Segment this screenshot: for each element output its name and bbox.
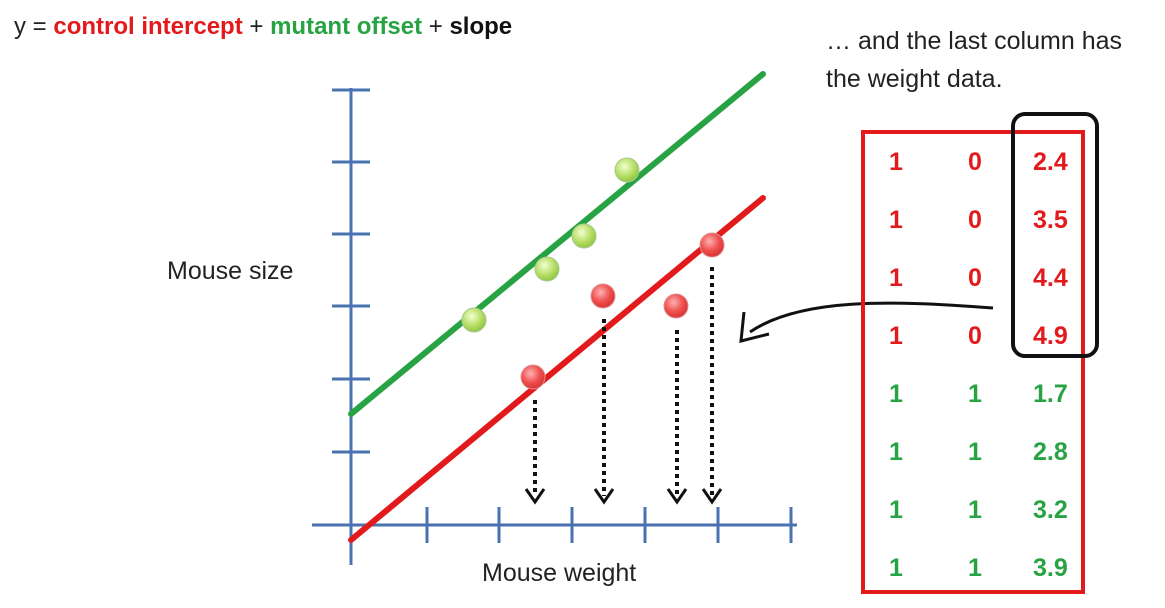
equation-mutant-offset: mutant offset	[270, 13, 423, 40]
projection-arrow	[701, 267, 723, 505]
mutant-point	[571, 223, 597, 249]
control-point	[699, 232, 725, 258]
matrix-row: 1 0 3.5	[865, 192, 1081, 250]
mutant-column-cell: 1	[968, 438, 982, 466]
control-point	[520, 364, 546, 390]
equation-prefix: y =	[14, 13, 54, 40]
matrix-row: 1 1 2.8	[865, 424, 1081, 482]
mutant-column-cell: 1	[968, 380, 982, 408]
weight-column-cell: 3.2	[1033, 496, 1068, 524]
mutant-column-cell: 0	[968, 264, 982, 292]
mutant-point	[614, 157, 640, 183]
note-line-1: … and the last column has	[826, 27, 1122, 55]
mutant-column-cell: 0	[968, 322, 982, 350]
equation-plus-1: +	[242, 13, 271, 40]
mutant-point	[461, 307, 487, 333]
weight-column-highlight	[1011, 112, 1099, 358]
intercept-column-cell: 1	[889, 148, 903, 176]
control-point	[590, 283, 616, 309]
curved-arrow	[739, 301, 994, 343]
projection-arrow	[524, 400, 546, 505]
matrix-row: 1 1 1.7	[865, 366, 1081, 424]
x-axis-label: Mouse weight	[482, 559, 637, 587]
intercept-column-cell: 1	[889, 438, 903, 466]
control-fit-line	[348, 195, 766, 543]
mutant-column-cell: 1	[968, 554, 982, 582]
mutant-point	[534, 256, 560, 282]
intercept-column-cell: 1	[889, 380, 903, 408]
equation-control-intercept: control intercept	[53, 13, 243, 40]
axes	[312, 88, 797, 565]
weight-column-cell: 1.7	[1033, 380, 1068, 408]
intercept-column-cell: 1	[889, 496, 903, 524]
weight-column-cell: 3.5	[1033, 206, 1068, 234]
mutant-fit-line	[348, 71, 766, 417]
control-points	[520, 232, 725, 390]
matrix-row: 1 1 3.9	[865, 540, 1081, 598]
projection-arrow	[593, 319, 615, 505]
projection-arrow	[666, 330, 688, 505]
weight-column-cell: 4.4	[1033, 264, 1068, 292]
weight-column-cell: 4.9	[1033, 322, 1068, 350]
mutant-points	[461, 157, 640, 333]
intercept-column-cell: 1	[889, 554, 903, 582]
equation: y = control intercept + mutant offset + …	[14, 13, 512, 41]
intercept-column-cell: 1	[889, 206, 903, 234]
equation-plus-2: +	[422, 13, 450, 40]
weight-column-cell: 2.8	[1033, 438, 1068, 466]
intercept-column-cell: 1	[889, 322, 903, 350]
weight-column-cell: 3.9	[1033, 554, 1068, 582]
matrix-row: 1 0 4.9	[865, 308, 1081, 366]
weight-column-cell: 2.4	[1033, 148, 1068, 176]
mutant-column-cell: 0	[968, 148, 982, 176]
equation-slope: slope	[449, 13, 513, 40]
weight-projection-arrows	[524, 267, 723, 505]
x-ticks	[425, 507, 793, 543]
matrix-row: 1 0 4.4	[865, 250, 1081, 308]
weight-column-note: … and the last column has the weight dat…	[826, 22, 1122, 98]
y-axis-label: Mouse size	[167, 257, 294, 285]
intercept-column-cell: 1	[889, 264, 903, 292]
matrix-row: 1 1 3.2	[865, 482, 1081, 540]
y-ticks	[332, 88, 370, 454]
mutant-column-cell: 0	[968, 206, 982, 234]
matrix-row: 1 0 2.4	[865, 134, 1081, 192]
note-line-2: the weight data.	[826, 65, 1003, 93]
control-point	[663, 293, 689, 319]
mutant-column-cell: 1	[968, 496, 982, 524]
design-matrix: 1 0 2.4 1 0 3.5 1 0 4.4 1 0 4.9 1 1 1.7 1 1 2.8 1 1 3.2 1 1 3.9	[861, 130, 1085, 594]
